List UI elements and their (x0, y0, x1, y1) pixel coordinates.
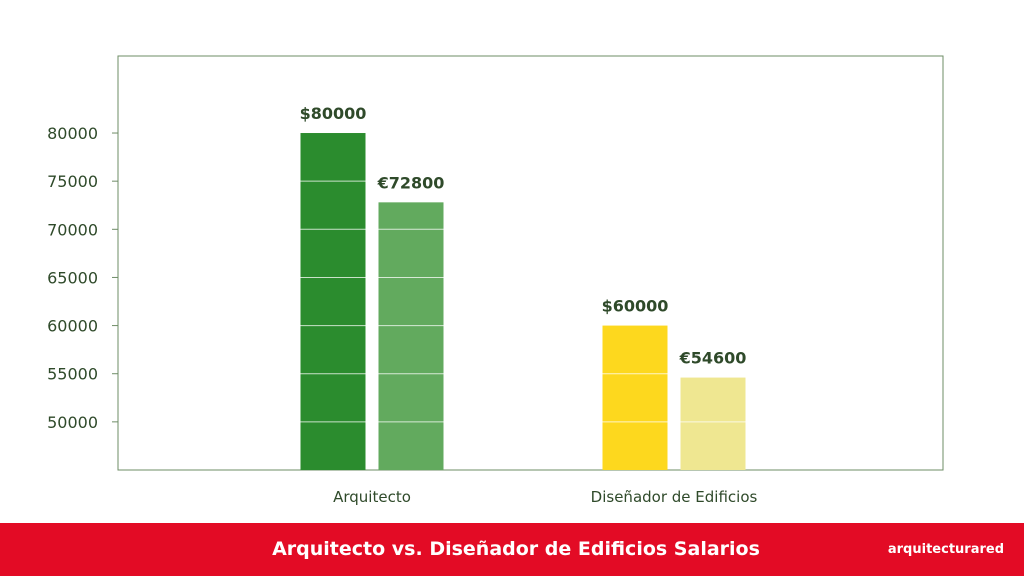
brand-logo-text: arquitecturared (887, 542, 1004, 557)
data-label: $80000 (300, 104, 367, 123)
data-label: €72800 (377, 173, 445, 192)
y-axis: 50000 55000 60000 65000 70000 75000 80000 (47, 124, 118, 432)
bar-dise-ador-de-edificios-0 (602, 325, 668, 470)
bar-dise-ador-de-edificios-1 (680, 377, 746, 470)
y-tick-label: 75000 (47, 172, 98, 191)
x-category-label: Diseñador de Edificios (591, 488, 758, 506)
plot-frame (117, 55, 944, 471)
x-category-label: Arquitecto (333, 488, 411, 506)
y-tick-label: 65000 (47, 268, 98, 287)
data-label: €54600 (679, 349, 747, 368)
y-tick-label: 60000 (47, 317, 98, 336)
chart-title: Arquitecto vs. Diseñador de Edificios Sa… (272, 538, 760, 560)
y-tick-label: 80000 (47, 124, 98, 143)
y-tick-label: 70000 (47, 220, 98, 239)
title-banner: Arquitecto vs. Diseñador de Edificios Sa… (0, 523, 1024, 576)
data-label: $60000 (602, 297, 669, 316)
bar-arquitecto-1 (378, 202, 444, 471)
bar-chart: 50000 55000 60000 65000 70000 75000 80000 $800… (47, 55, 944, 506)
bar-arquitecto-0 (300, 133, 366, 470)
x-axis: Arquitecto Diseñador de Edificios (333, 488, 757, 506)
bar-labels-layer: $80000 €72800 $60000 €54600 (300, 104, 747, 368)
bars-layer (300, 133, 746, 471)
y-tick-label: 55000 (47, 365, 98, 384)
y-tick-label: 50000 (47, 413, 98, 432)
